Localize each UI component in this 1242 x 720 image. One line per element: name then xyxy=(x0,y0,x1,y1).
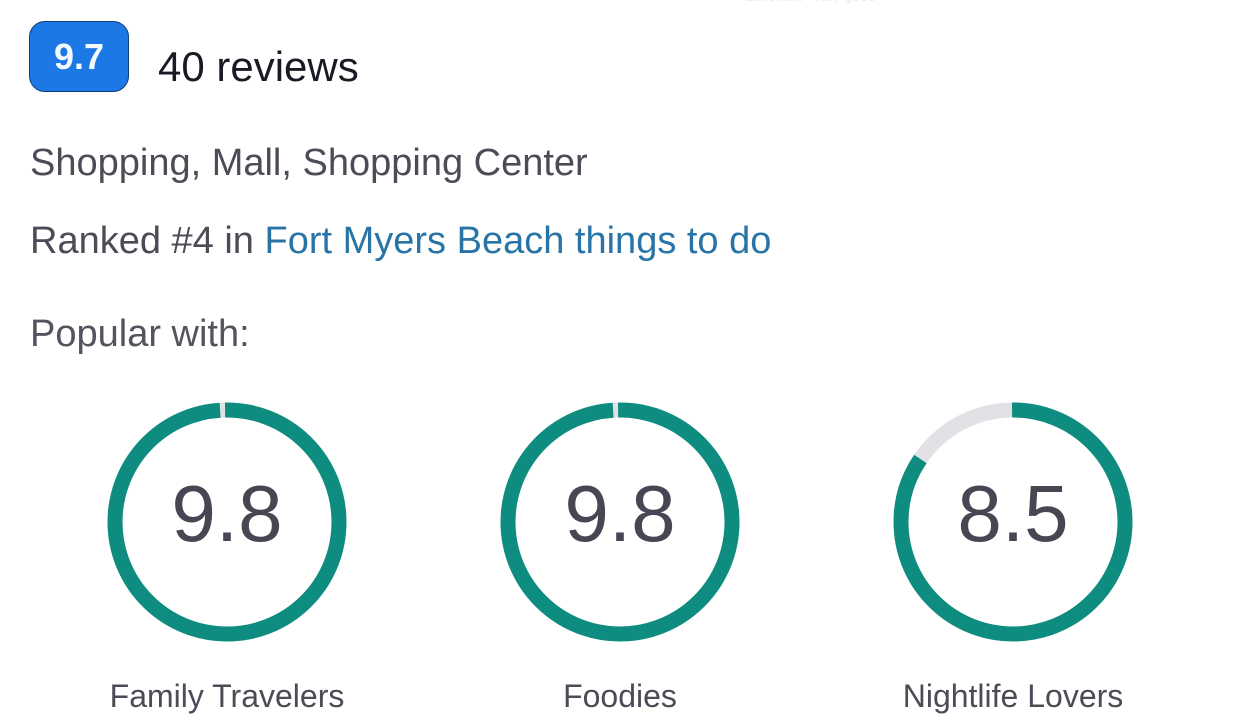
svg-text:8.5: 8.5 xyxy=(957,469,1068,558)
svg-text:9.8: 9.8 xyxy=(171,469,282,558)
svg-text:9.8: 9.8 xyxy=(564,469,675,558)
